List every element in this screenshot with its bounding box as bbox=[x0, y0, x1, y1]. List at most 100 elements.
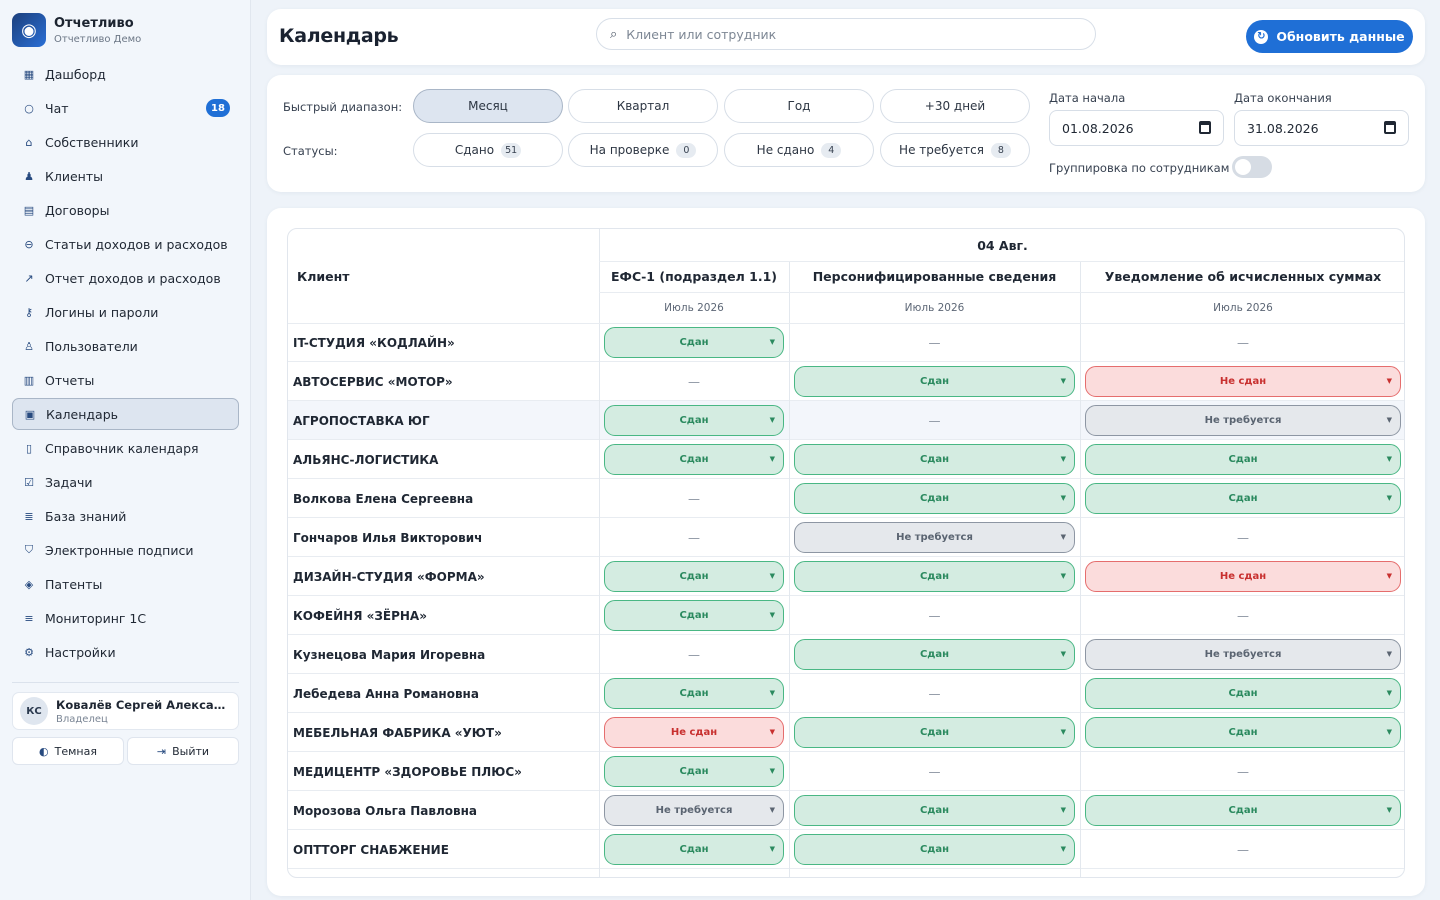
client-name[interactable]: МЕБЕЛЬНАЯ ФАБРИКА «УЮТ» bbox=[293, 725, 502, 740]
logout-button[interactable]: ⇥ Выйти bbox=[127, 737, 239, 765]
start-date-field[interactable]: 01.08.2026 bbox=[1049, 110, 1224, 146]
chevron-down-icon: ▼ bbox=[1060, 377, 1066, 385]
status-dropdown[interactable]: Не требуется ▼ bbox=[1085, 405, 1401, 436]
status-dropdown[interactable]: Сдан ▼ bbox=[794, 639, 1075, 670]
refresh-data-button[interactable]: ↻ Обновить данные bbox=[1246, 20, 1413, 53]
date-group-header: 04 Авг. bbox=[977, 237, 1028, 253]
status-dropdown[interactable]: Сдан ▼ bbox=[604, 756, 784, 787]
sidebar-item-income-expense[interactable]: ⊖ Статьи доходов и расходов bbox=[12, 228, 239, 260]
search-input[interactable] bbox=[626, 26, 1047, 42]
status-dropdown[interactable]: Не требуется ▼ bbox=[604, 795, 784, 826]
sidebar-item-label: Мониторинг 1С bbox=[45, 610, 147, 626]
sidebar-item-contracts[interactable]: ▤ Договоры bbox=[12, 194, 239, 226]
group-by-employee-toggle[interactable] bbox=[1232, 156, 1272, 178]
status-label: Сдан bbox=[1228, 805, 1258, 816]
client-name[interactable]: ОПТТОРГ СНАБЖЕНИЕ bbox=[293, 842, 449, 857]
client-name[interactable]: Гончаров Илья Викторович bbox=[293, 530, 483, 545]
range-pill[interactable]: Месяц bbox=[413, 89, 563, 123]
range-pill[interactable]: Квартал bbox=[568, 89, 718, 123]
status-dropdown[interactable]: Сдан ▼ bbox=[604, 561, 784, 592]
book-icon: ▯ bbox=[25, 441, 33, 455]
calendar-icon bbox=[1384, 121, 1396, 134]
client-name[interactable]: Лебедева Анна Романовна bbox=[293, 686, 479, 701]
status-dropdown[interactable]: Не сдан ▼ bbox=[1085, 366, 1401, 397]
end-date-field[interactable]: 31.08.2026 bbox=[1234, 110, 1409, 146]
status-dropdown[interactable]: Сдан ▼ bbox=[604, 327, 784, 358]
sidebar-item-key[interactable]: ⚷ Логины и пароли bbox=[12, 296, 239, 328]
sidebar-item-chart-line[interactable]: ↗ Отчет доходов и расходов bbox=[12, 262, 239, 294]
client-name[interactable]: АВТОСЕРВИС «МОТОР» bbox=[293, 374, 453, 389]
status-dropdown[interactable]: Не сдан ▼ bbox=[1085, 561, 1401, 592]
client-column-header: Клиент bbox=[297, 268, 350, 284]
brand[interactable]: ◉ Отчетливо Отчетливо Демо bbox=[12, 12, 141, 48]
client-name[interactable]: ДИЗАЙН-СТУДИЯ «ФОРМА» bbox=[293, 569, 485, 584]
client-name[interactable]: Морозова Ольга Павловна bbox=[293, 803, 477, 818]
status-filter-pill[interactable]: Не требуется 8 bbox=[880, 133, 1030, 167]
status-filter-pill[interactable]: На проверке 0 bbox=[568, 133, 718, 167]
status-dropdown[interactable]: Сдан ▼ bbox=[604, 678, 784, 709]
status-dropdown[interactable]: Сдан ▼ bbox=[794, 561, 1075, 592]
status-dropdown[interactable]: Сдан ▼ bbox=[1085, 678, 1401, 709]
client-name[interactable]: Волкова Елена Сергеевна bbox=[293, 491, 474, 506]
range-pill[interactable]: Год bbox=[724, 89, 874, 123]
divider bbox=[288, 673, 1404, 674]
sidebar-item-knowledge[interactable]: ≣ База знаний bbox=[12, 500, 239, 532]
status-label: Сдан bbox=[919, 727, 950, 738]
status-dropdown[interactable]: Сдан ▼ bbox=[604, 405, 784, 436]
sidebar-item-owners[interactable]: ⌂ Собственники bbox=[12, 126, 239, 158]
sidebar-item-calendar[interactable]: ▣ Календарь bbox=[12, 398, 239, 430]
user-card[interactable]: КС Ковалёв Сергей Александрович Владелец bbox=[12, 692, 239, 730]
shield-icon: ⛉ bbox=[24, 543, 34, 556]
theme-toggle-button[interactable]: ◐ Темная bbox=[12, 737, 124, 765]
status-dropdown[interactable]: Сдан ▼ bbox=[1085, 444, 1401, 475]
sidebar-item-reports[interactable]: ▥ Отчеты bbox=[12, 364, 239, 396]
search-box[interactable]: ⌕ bbox=[596, 18, 1096, 50]
status-dropdown[interactable]: Не требуется ▼ bbox=[1085, 639, 1401, 670]
sidebar-item-clients[interactable]: ♟ Клиенты bbox=[12, 160, 239, 192]
empty-cell: — bbox=[688, 530, 700, 545]
users-icon: ♙ bbox=[24, 339, 34, 353]
client-name[interactable]: АГРОПОСТАВКА ЮГ bbox=[293, 413, 430, 428]
status-dropdown[interactable]: Сдан ▼ bbox=[794, 366, 1075, 397]
sidebar-item-shield[interactable]: ⛉ Электронные подписи bbox=[12, 534, 239, 566]
status-dropdown[interactable]: Сдан ▼ bbox=[604, 444, 784, 475]
client-name[interactable]: АЛЬЯНС-ЛОГИСТИКА bbox=[293, 452, 439, 467]
status-dropdown[interactable]: Сдан ▼ bbox=[1085, 483, 1401, 514]
user-name: Ковалёв Сергей Александрович bbox=[56, 697, 231, 712]
status-dropdown[interactable]: Сдан ▼ bbox=[604, 834, 784, 865]
status-label: Сдан bbox=[679, 415, 709, 426]
status-dropdown[interactable]: Сдан ▼ bbox=[794, 795, 1075, 826]
status-filter-pill[interactable]: Не сдано 4 bbox=[724, 133, 874, 167]
status-dropdown[interactable]: Не требуется ▼ bbox=[794, 522, 1075, 553]
status-dropdown[interactable]: Сдан ▼ bbox=[794, 444, 1075, 475]
sidebar-item-label: Пользователи bbox=[45, 338, 138, 354]
status-dropdown[interactable]: Сдан ▼ bbox=[604, 600, 784, 631]
sidebar-item-patent[interactable]: ◈ Патенты bbox=[12, 568, 239, 600]
sidebar-item-book[interactable]: ▯ Справочник календаря bbox=[12, 432, 239, 464]
client-name[interactable]: Кузнецова Мария Игоревна bbox=[293, 647, 486, 662]
status-dropdown[interactable]: Сдан ▼ bbox=[794, 717, 1075, 748]
status-dropdown[interactable]: Сдан ▼ bbox=[794, 483, 1075, 514]
sidebar-item-dashboard[interactable]: ▦ Дашборд bbox=[12, 58, 239, 90]
status-dropdown[interactable]: Не сдан ▼ bbox=[604, 717, 784, 748]
status-dropdown[interactable]: Сдан ▼ bbox=[1085, 795, 1401, 826]
status-count-badge: 8 bbox=[990, 142, 1011, 158]
sidebar-item-chat[interactable]: ○ Чат 18 bbox=[12, 92, 239, 124]
status-dropdown[interactable]: Сдан ▼ bbox=[794, 834, 1075, 865]
status-filter-pill[interactable]: Сдано 51 bbox=[413, 133, 563, 167]
empty-cell: — bbox=[688, 491, 700, 506]
client-name[interactable]: КОФЕЙНЯ «ЗЁРНА» bbox=[293, 608, 427, 623]
client-name[interactable]: МЕДИЦЕНТР «ЗДОРОВЬЕ ПЛЮС» bbox=[293, 764, 522, 779]
chevron-down-icon: ▼ bbox=[769, 611, 775, 619]
sidebar-item-gear[interactable]: ⚙ Настройки bbox=[12, 636, 239, 668]
client-name[interactable]: IT-СТУДИЯ «КОДЛАЙН» bbox=[293, 335, 455, 350]
status-count-badge: 4 bbox=[821, 142, 842, 158]
range-pill[interactable]: +30 дней bbox=[880, 89, 1030, 123]
sidebar-item-tasks[interactable]: ☑ Задачи bbox=[12, 466, 239, 498]
chevron-down-icon: ▼ bbox=[1386, 650, 1392, 658]
status-label: Сдан bbox=[679, 337, 709, 348]
sidebar-item-database[interactable]: ≡ Мониторинг 1С bbox=[12, 602, 239, 634]
status-dropdown[interactable]: Сдан ▼ bbox=[1085, 717, 1401, 748]
status-label: Сдан bbox=[679, 766, 709, 777]
sidebar-item-users[interactable]: ♙ Пользователи bbox=[12, 330, 239, 362]
